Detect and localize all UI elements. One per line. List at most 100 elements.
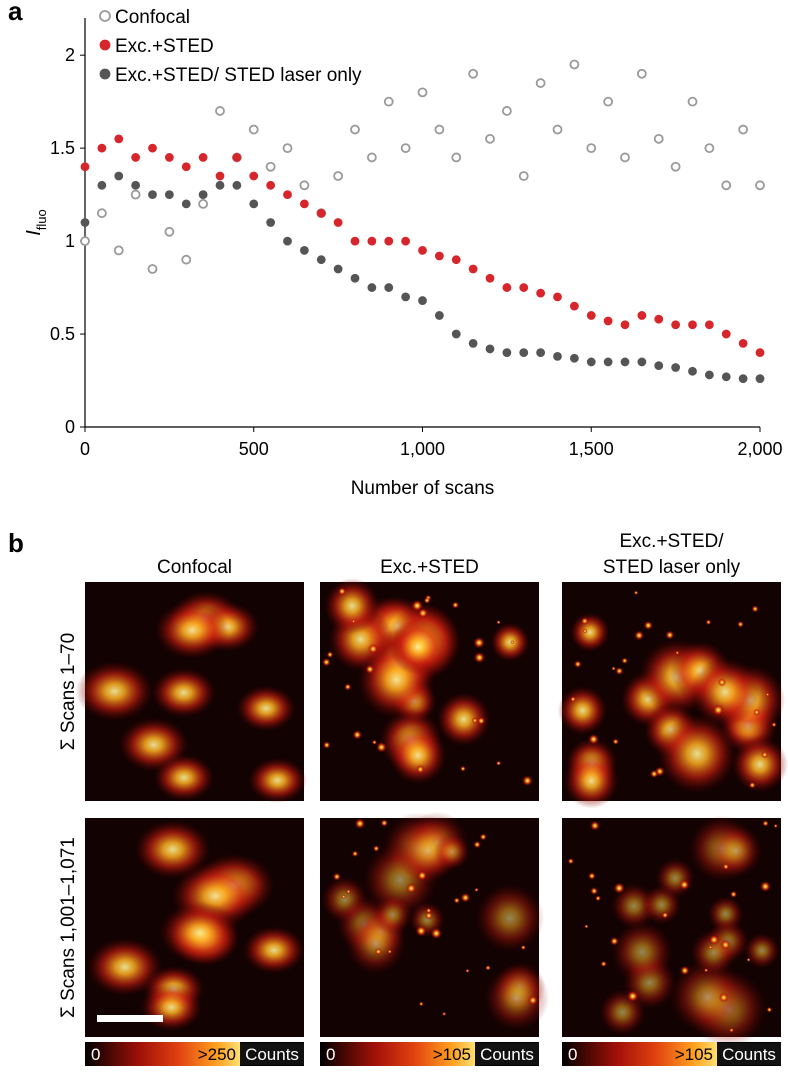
data-point <box>299 245 309 255</box>
bright-spot <box>590 886 599 896</box>
bright-region <box>690 657 760 727</box>
bright-spot <box>460 892 471 903</box>
bright-spot <box>708 934 720 946</box>
bright-spot <box>374 947 383 956</box>
data-point <box>434 311 444 320</box>
y-axis-label-sub: fluo <box>34 209 49 230</box>
y-axis-label-main: I <box>23 230 45 236</box>
data-point <box>569 59 580 70</box>
bright-spot <box>600 960 607 968</box>
micrograph <box>75 582 307 803</box>
bright-region <box>657 713 737 794</box>
data-point <box>485 133 495 144</box>
bright-spot <box>643 620 653 631</box>
bright-spot <box>415 925 427 937</box>
bright-spot <box>476 716 486 726</box>
data-point <box>451 329 461 339</box>
data-point <box>80 236 90 246</box>
data-point <box>266 218 276 227</box>
data-point <box>670 161 681 172</box>
data-point <box>451 152 462 163</box>
x-tick-label: 500 <box>239 439 269 459</box>
bright-spot <box>633 590 639 595</box>
data-point <box>283 190 292 200</box>
bright-spot <box>416 764 425 774</box>
bright-spot <box>496 620 501 625</box>
data-point <box>148 143 157 153</box>
y-tick-label: 1 <box>65 231 75 251</box>
bright-spot <box>411 599 424 612</box>
bright-spot <box>611 666 616 671</box>
colorbar-gradient <box>320 1042 475 1066</box>
bright-region <box>242 926 306 974</box>
data-point <box>688 366 697 376</box>
y-tick-label: 2 <box>65 45 75 65</box>
panel-label: b <box>8 528 24 558</box>
bright-spot <box>729 1027 735 1033</box>
bright-spot <box>753 708 761 716</box>
legend-label: Confocal <box>115 7 190 28</box>
bright-spot <box>680 965 690 976</box>
data-point <box>418 296 427 305</box>
bright-spot <box>722 863 730 871</box>
bright-spot <box>351 850 359 858</box>
micrograph <box>320 811 550 1037</box>
bright-spot <box>365 664 375 674</box>
bright-spot <box>649 769 659 779</box>
data-point <box>654 361 664 371</box>
bright-spot <box>588 872 596 880</box>
bright-spot <box>527 995 538 1006</box>
bright-spot <box>322 741 331 749</box>
data-point <box>232 153 242 162</box>
colorbar-unit-box <box>717 1043 781 1065</box>
bright-spot <box>371 739 377 745</box>
bright-region <box>655 858 696 899</box>
bright-spot <box>708 945 713 950</box>
colorbar-unit-box <box>240 1043 304 1065</box>
data-point <box>620 152 630 163</box>
data-point <box>687 96 698 107</box>
data-point <box>80 162 90 172</box>
data-point <box>721 329 731 339</box>
data-point <box>738 374 748 384</box>
bright-spot <box>405 883 417 894</box>
data-point <box>114 171 124 181</box>
data-point <box>97 180 107 190</box>
colorbar-max: >250 <box>198 1045 236 1064</box>
bright-spot <box>766 1006 773 1013</box>
bright-spot <box>634 630 645 641</box>
bright-spot <box>417 607 429 619</box>
colorbar-unit: Counts <box>722 1045 776 1064</box>
bright-spot <box>344 683 352 691</box>
legend-marker <box>99 10 111 22</box>
data-point <box>755 180 765 191</box>
x-tick-label: 0 <box>80 439 90 459</box>
bright-region <box>372 894 413 935</box>
data-point <box>367 283 377 292</box>
data-point <box>704 143 715 154</box>
bright-spot <box>417 870 428 881</box>
x-tick-label: 2,000 <box>737 439 782 459</box>
bright-region <box>490 622 530 662</box>
bright-spot <box>380 819 389 827</box>
data-point <box>215 171 225 181</box>
bright-spot <box>376 741 387 753</box>
data-point <box>636 68 647 79</box>
bright-spot <box>473 840 481 849</box>
data-point <box>603 96 614 107</box>
bright-region <box>709 824 763 878</box>
bright-spot <box>718 992 729 1003</box>
y-tick-label: 1.5 <box>50 138 75 158</box>
bright-spot <box>520 944 526 951</box>
colorbar-max: >105 <box>433 1045 471 1064</box>
bright-region <box>154 601 230 660</box>
data-point <box>434 251 444 261</box>
data-point <box>350 236 360 246</box>
bright-region <box>434 833 471 870</box>
data-point <box>130 189 141 200</box>
bright-region <box>557 685 608 736</box>
data-point <box>164 226 175 237</box>
data-point <box>603 316 613 326</box>
bright-region <box>389 726 447 785</box>
data-point <box>671 320 681 330</box>
